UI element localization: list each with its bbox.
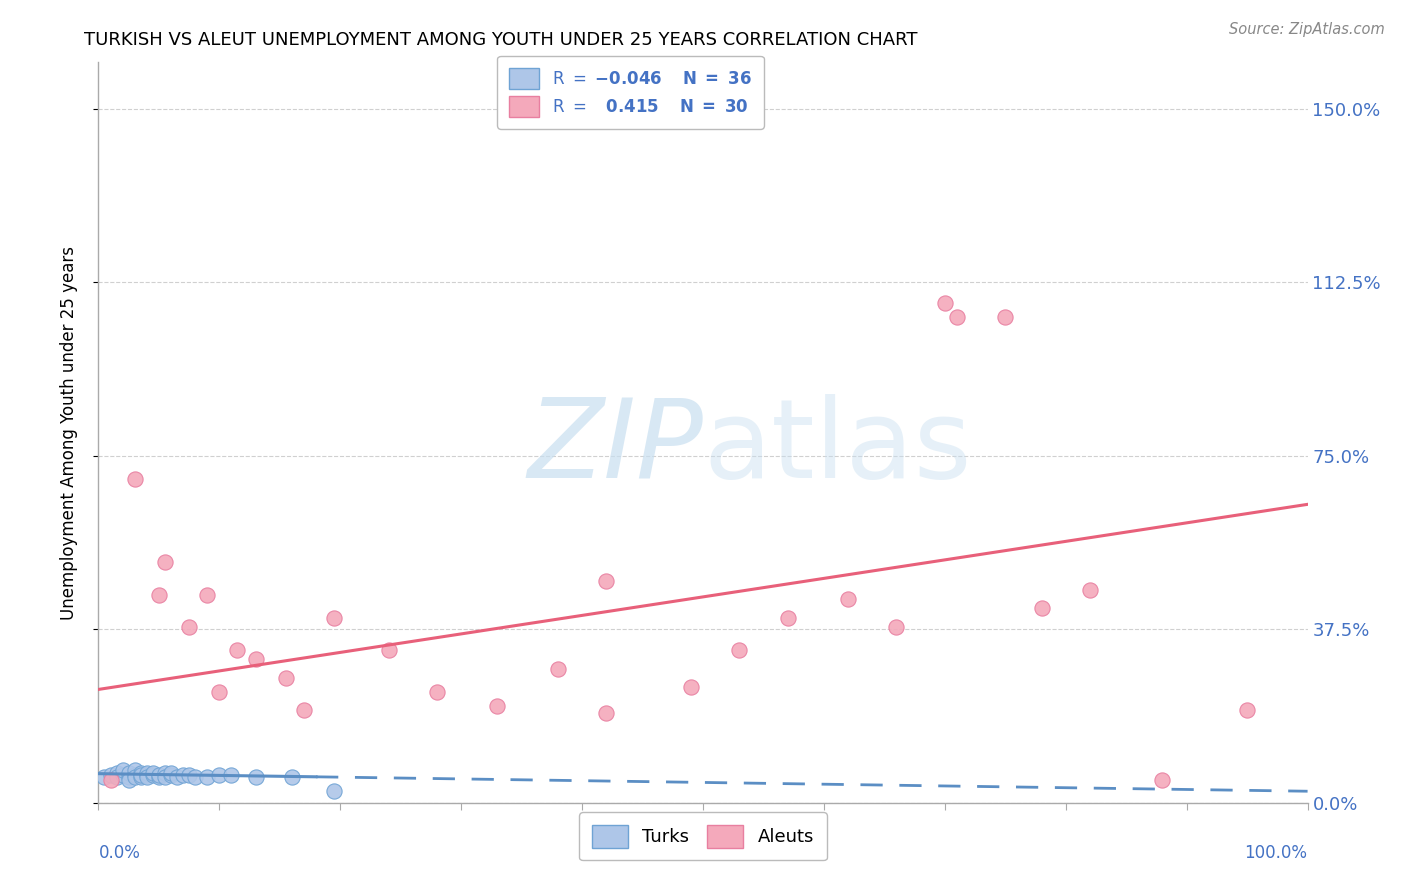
Point [274, 671, 297, 685]
Text: atlas: atlas [703, 394, 972, 501]
Point [172, 768, 194, 782]
Point [728, 643, 751, 657]
Point [129, 768, 152, 782]
Text: Source: ZipAtlas.com: Source: ZipAtlas.com [1229, 22, 1385, 37]
Point [195, 770, 218, 784]
Point [100, 768, 122, 782]
Point [547, 662, 569, 676]
Text: 0.0%: 0.0% [98, 844, 141, 862]
Point [118, 772, 141, 787]
Point [135, 765, 157, 780]
Point [323, 610, 346, 624]
Point [111, 764, 134, 778]
Point [135, 768, 157, 782]
Y-axis label: Unemployment Among Youth under 25 years: Unemployment Among Youth under 25 years [59, 245, 77, 620]
Point [124, 472, 146, 486]
Point [93, 770, 115, 784]
Point [105, 765, 128, 780]
Point [105, 770, 128, 784]
Point [118, 770, 141, 784]
Point [245, 770, 267, 784]
Point [148, 588, 170, 602]
Point [160, 768, 183, 782]
Point [111, 768, 134, 782]
Point [195, 588, 218, 602]
Point [148, 770, 170, 784]
Point [1078, 582, 1101, 597]
Point [179, 768, 201, 782]
Point [292, 703, 315, 717]
Point [153, 555, 176, 569]
Legend: Turks, Aleuts: Turks, Aleuts [579, 812, 827, 861]
Point [281, 770, 304, 784]
Point [100, 772, 122, 787]
Point [946, 310, 969, 324]
Point [679, 680, 702, 694]
Point [486, 698, 509, 713]
Point [118, 765, 141, 780]
Point [226, 643, 249, 657]
Point [124, 764, 146, 778]
Point [886, 620, 908, 634]
Point [426, 685, 449, 699]
Point [179, 620, 201, 634]
Point [129, 770, 152, 784]
Point [142, 765, 165, 780]
Point [124, 768, 146, 782]
Point [208, 685, 231, 699]
Point [208, 768, 231, 782]
Text: ZIP: ZIP [527, 394, 703, 501]
Point [160, 765, 183, 780]
Text: 100.0%: 100.0% [1244, 844, 1308, 862]
Point [323, 784, 346, 798]
Point [377, 643, 399, 657]
Point [1236, 703, 1258, 717]
Point [153, 765, 176, 780]
Point [135, 770, 157, 784]
Point [595, 574, 617, 588]
Point [124, 770, 146, 784]
Point [595, 706, 617, 720]
Point [1152, 772, 1174, 787]
Point [1031, 601, 1053, 615]
Point [153, 770, 176, 784]
Point [184, 770, 207, 784]
Point [148, 768, 170, 782]
Point [221, 768, 243, 782]
Point [166, 770, 188, 784]
Point [776, 610, 799, 624]
Point [129, 765, 152, 780]
Point [142, 768, 165, 782]
Point [245, 652, 267, 666]
Point [994, 310, 1017, 324]
Point [837, 592, 859, 607]
Text: TURKISH VS ALEUT UNEMPLOYMENT AMONG YOUTH UNDER 25 YEARS CORRELATION CHART: TURKISH VS ALEUT UNEMPLOYMENT AMONG YOUT… [84, 31, 918, 49]
Point [934, 296, 956, 310]
